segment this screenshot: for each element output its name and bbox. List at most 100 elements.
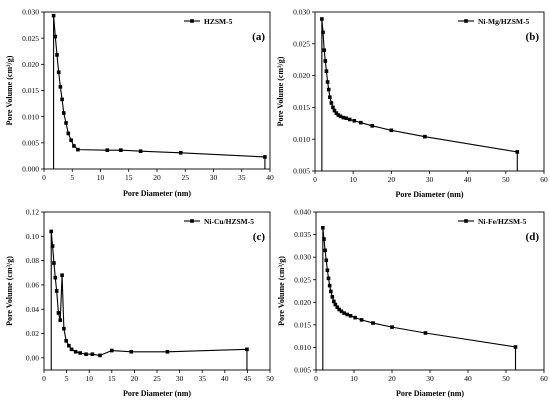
data-point: [53, 275, 58, 280]
y-tick-label: 0.030: [294, 253, 311, 262]
data-point: [335, 305, 340, 310]
data-point: [67, 343, 71, 348]
data-point: [105, 148, 110, 152]
x-tick-label: 50: [502, 175, 510, 184]
data-point: [345, 312, 349, 317]
data-point: [76, 147, 80, 152]
y-tick-label: 0.005: [293, 167, 310, 176]
x-tick-label: 40: [464, 374, 472, 383]
panel-a: 0 5 10 15 20 25 30 35 40 0.000 0.005 0.010 0.015 0.02…: [5, 8, 274, 198]
plot-frame: [43, 211, 271, 371]
y-axis-title: Pore Volume (cm³/g): [276, 56, 285, 126]
legend-label: Ni-Fe/HZSM-5: [478, 217, 527, 226]
x-tick-label: 40: [266, 173, 274, 182]
data-point: [348, 314, 353, 318]
x-tick-label: 10: [349, 175, 357, 184]
data-point: [389, 128, 394, 133]
x-tick-label: 25: [182, 173, 190, 182]
x-axis-title: Pore Diameter (nm): [123, 389, 191, 398]
y-tick-label: 0.06: [26, 281, 39, 290]
data-point: [60, 97, 64, 102]
plot-frame: [314, 11, 545, 172]
y-tick-label: 0.00: [26, 353, 39, 362]
data-point: [339, 309, 344, 314]
panel-tag: (c): [253, 231, 266, 243]
x-tick-label: 20: [153, 173, 161, 182]
data-point: [323, 248, 327, 253]
data-point: [119, 148, 123, 152]
data-point: [66, 131, 71, 136]
y-tick-label: 0.08: [26, 256, 39, 265]
data-point: [323, 59, 328, 63]
x-tick-label: 40: [221, 374, 229, 383]
series-line: [53, 15, 266, 170]
y-tick-label: 0.025: [293, 39, 310, 48]
plot-frame: [43, 11, 271, 170]
data-point: [50, 244, 55, 248]
data-point: [64, 339, 68, 343]
series-line: [50, 231, 248, 371]
panel-c: 0 5 10 15 20 25 30 35 40 45 50 0.00 0.02 0.04 0.06 0.08…: [5, 208, 274, 398]
data-point: [352, 118, 357, 123]
data-point: [61, 111, 66, 115]
data-point: [423, 134, 427, 139]
data-point: [129, 349, 134, 354]
data-point: [56, 311, 61, 315]
data-point: [324, 69, 329, 73]
data-point: [60, 273, 64, 277]
data-point: [336, 113, 341, 117]
y-tick-label: 0.015: [22, 86, 39, 95]
data-point: [359, 318, 364, 322]
y-tick-label: 0.020: [293, 71, 310, 80]
data-point: [64, 121, 68, 125]
y-tick-label: 0.005: [22, 138, 39, 147]
data-point: [69, 347, 74, 352]
y-tick-label: 0.005: [294, 366, 311, 375]
data-point: [370, 124, 375, 128]
y-tick-label: 0.030: [22, 8, 39, 17]
x-tick-label: 15: [108, 374, 116, 383]
data-point: [72, 144, 76, 148]
x-tick-label: 0: [42, 173, 46, 182]
x-tick-label: 35: [238, 173, 246, 182]
data-point: [371, 321, 375, 325]
x-tick-label: 20: [388, 374, 396, 383]
data-point: [330, 295, 335, 299]
data-point: [325, 268, 330, 273]
data-point: [165, 349, 170, 354]
x-tick-label: 0: [314, 374, 318, 383]
data-point: [69, 138, 73, 143]
data-point: [326, 276, 331, 281]
data-point: [62, 326, 66, 331]
y-tick-label: 0.040: [294, 208, 311, 217]
data-point: [332, 108, 337, 113]
data-point: [329, 101, 334, 105]
data-point: [56, 70, 61, 74]
data-point: [245, 347, 249, 352]
y-tick-label: 0.010: [293, 135, 310, 144]
y-tick-label: 0.035: [294, 230, 311, 239]
x-axis-title: Pore Diameter (nm): [396, 389, 464, 398]
data-point: [49, 229, 54, 234]
y-tick-label: 0.010: [22, 112, 39, 121]
data-point: [513, 345, 518, 349]
series-line: [322, 227, 517, 370]
x-tick-label: 10: [85, 374, 93, 383]
y-tick-label: 0.020: [294, 298, 311, 307]
data-point: [353, 315, 357, 320]
data-point: [326, 87, 331, 92]
x-tick-label: 50: [502, 374, 510, 383]
x-tick-label: 35: [198, 374, 206, 383]
data-point: [325, 80, 330, 84]
data-point: [84, 352, 88, 356]
x-tick-label: 15: [125, 173, 133, 182]
y-tick-label: 0.000: [22, 165, 39, 174]
x-tick-label: 0: [313, 175, 317, 184]
x-tick-label: 30: [210, 173, 218, 182]
data-point: [329, 289, 333, 294]
panel-b: 0 10 20 30 40 50 60 0.005 0.010 0.015 0.020 0.025 0.…: [276, 8, 548, 199]
legend-label: HZSM-5: [204, 17, 233, 26]
data-point: [390, 325, 394, 329]
y-tick-label: 0.12: [26, 208, 39, 217]
